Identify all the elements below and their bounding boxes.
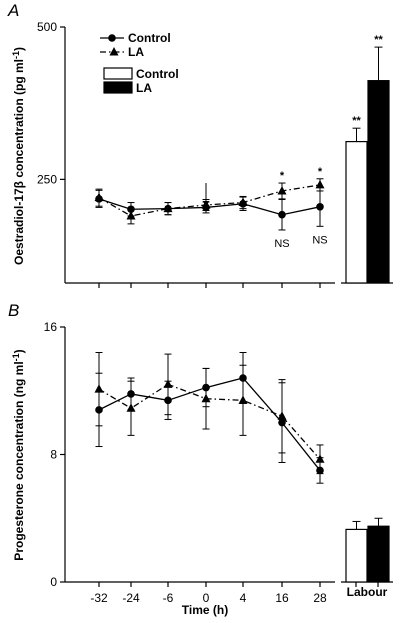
legend-marker-control — [108, 34, 116, 42]
y-axis-title-oestradiol: Oestradiol-17β concentration (pg ml-1) — [11, 47, 26, 265]
progesterone-labour-bars — [341, 517, 393, 587]
data-point-la — [163, 203, 173, 213]
x-tick-label: -6 — [163, 591, 174, 605]
y-axis-title-progesterone: Progesterone concentration (ng ml-1) — [11, 349, 26, 560]
event-arrow-head — [203, 201, 209, 208]
data-point-la — [163, 379, 173, 388]
legend-label-control: Control — [128, 31, 171, 45]
data-point-la — [201, 393, 211, 403]
panel-letter-b: B — [8, 301, 19, 320]
y-tick-label: 500 — [37, 20, 57, 34]
x-tick-label: 0 — [203, 591, 210, 605]
x-tick-label: 16 — [275, 591, 289, 605]
legend-swatch-control — [103, 67, 133, 80]
data-point-la — [315, 179, 325, 189]
labour-bar-la — [367, 525, 390, 583]
legend-label-bar-control: Control — [136, 67, 179, 81]
data-point-la — [238, 395, 248, 404]
x-tick-label: 28 — [313, 591, 327, 605]
labour-bar-control — [345, 528, 368, 583]
data-point-control — [278, 210, 286, 219]
significance-star: * — [280, 170, 285, 182]
data-point-la — [126, 210, 136, 220]
data-point-la — [277, 411, 287, 420]
significance-stars: ** — [352, 115, 361, 127]
y-tick-label: 250 — [37, 172, 57, 186]
y-tick-label: 0 — [50, 575, 57, 589]
panel-letter-a: A — [7, 1, 19, 20]
y-tick-label: 8 — [50, 448, 57, 462]
data-point-la — [126, 403, 136, 412]
ns-label: NS — [274, 238, 289, 250]
x-axis-title: Time (h) — [182, 603, 228, 617]
x-tick-label: 4 — [240, 591, 247, 605]
significance-star: * — [318, 166, 323, 178]
progesterone-time-course-plot: 0 8 16 -32 -24 -6 0 4 16 28 — [44, 320, 335, 605]
legend-marker-la — [109, 47, 119, 56]
data-point-la — [238, 197, 248, 207]
labour-bar-control — [345, 140, 368, 284]
data-point-la — [94, 192, 104, 202]
x-tick-label: -24 — [122, 591, 140, 605]
legend-label-bar-la: LA — [136, 81, 152, 95]
data-point-control — [316, 203, 324, 211]
y-tick-label: 16 — [44, 320, 58, 334]
data-point-la — [94, 384, 104, 393]
data-point-la — [277, 185, 287, 195]
data-point-la — [315, 454, 325, 463]
legend-label-la: LA — [128, 45, 144, 59]
ns-label: NS — [312, 234, 327, 246]
significance-stars: ** — [374, 34, 383, 46]
x-tick-label: -32 — [90, 591, 108, 605]
labour-category-label: Labour — [347, 585, 388, 599]
legend-swatch-la — [103, 81, 133, 94]
labour-bar-la — [367, 80, 390, 284]
oestradiol-labour-bars: ** ** — [341, 34, 393, 284]
